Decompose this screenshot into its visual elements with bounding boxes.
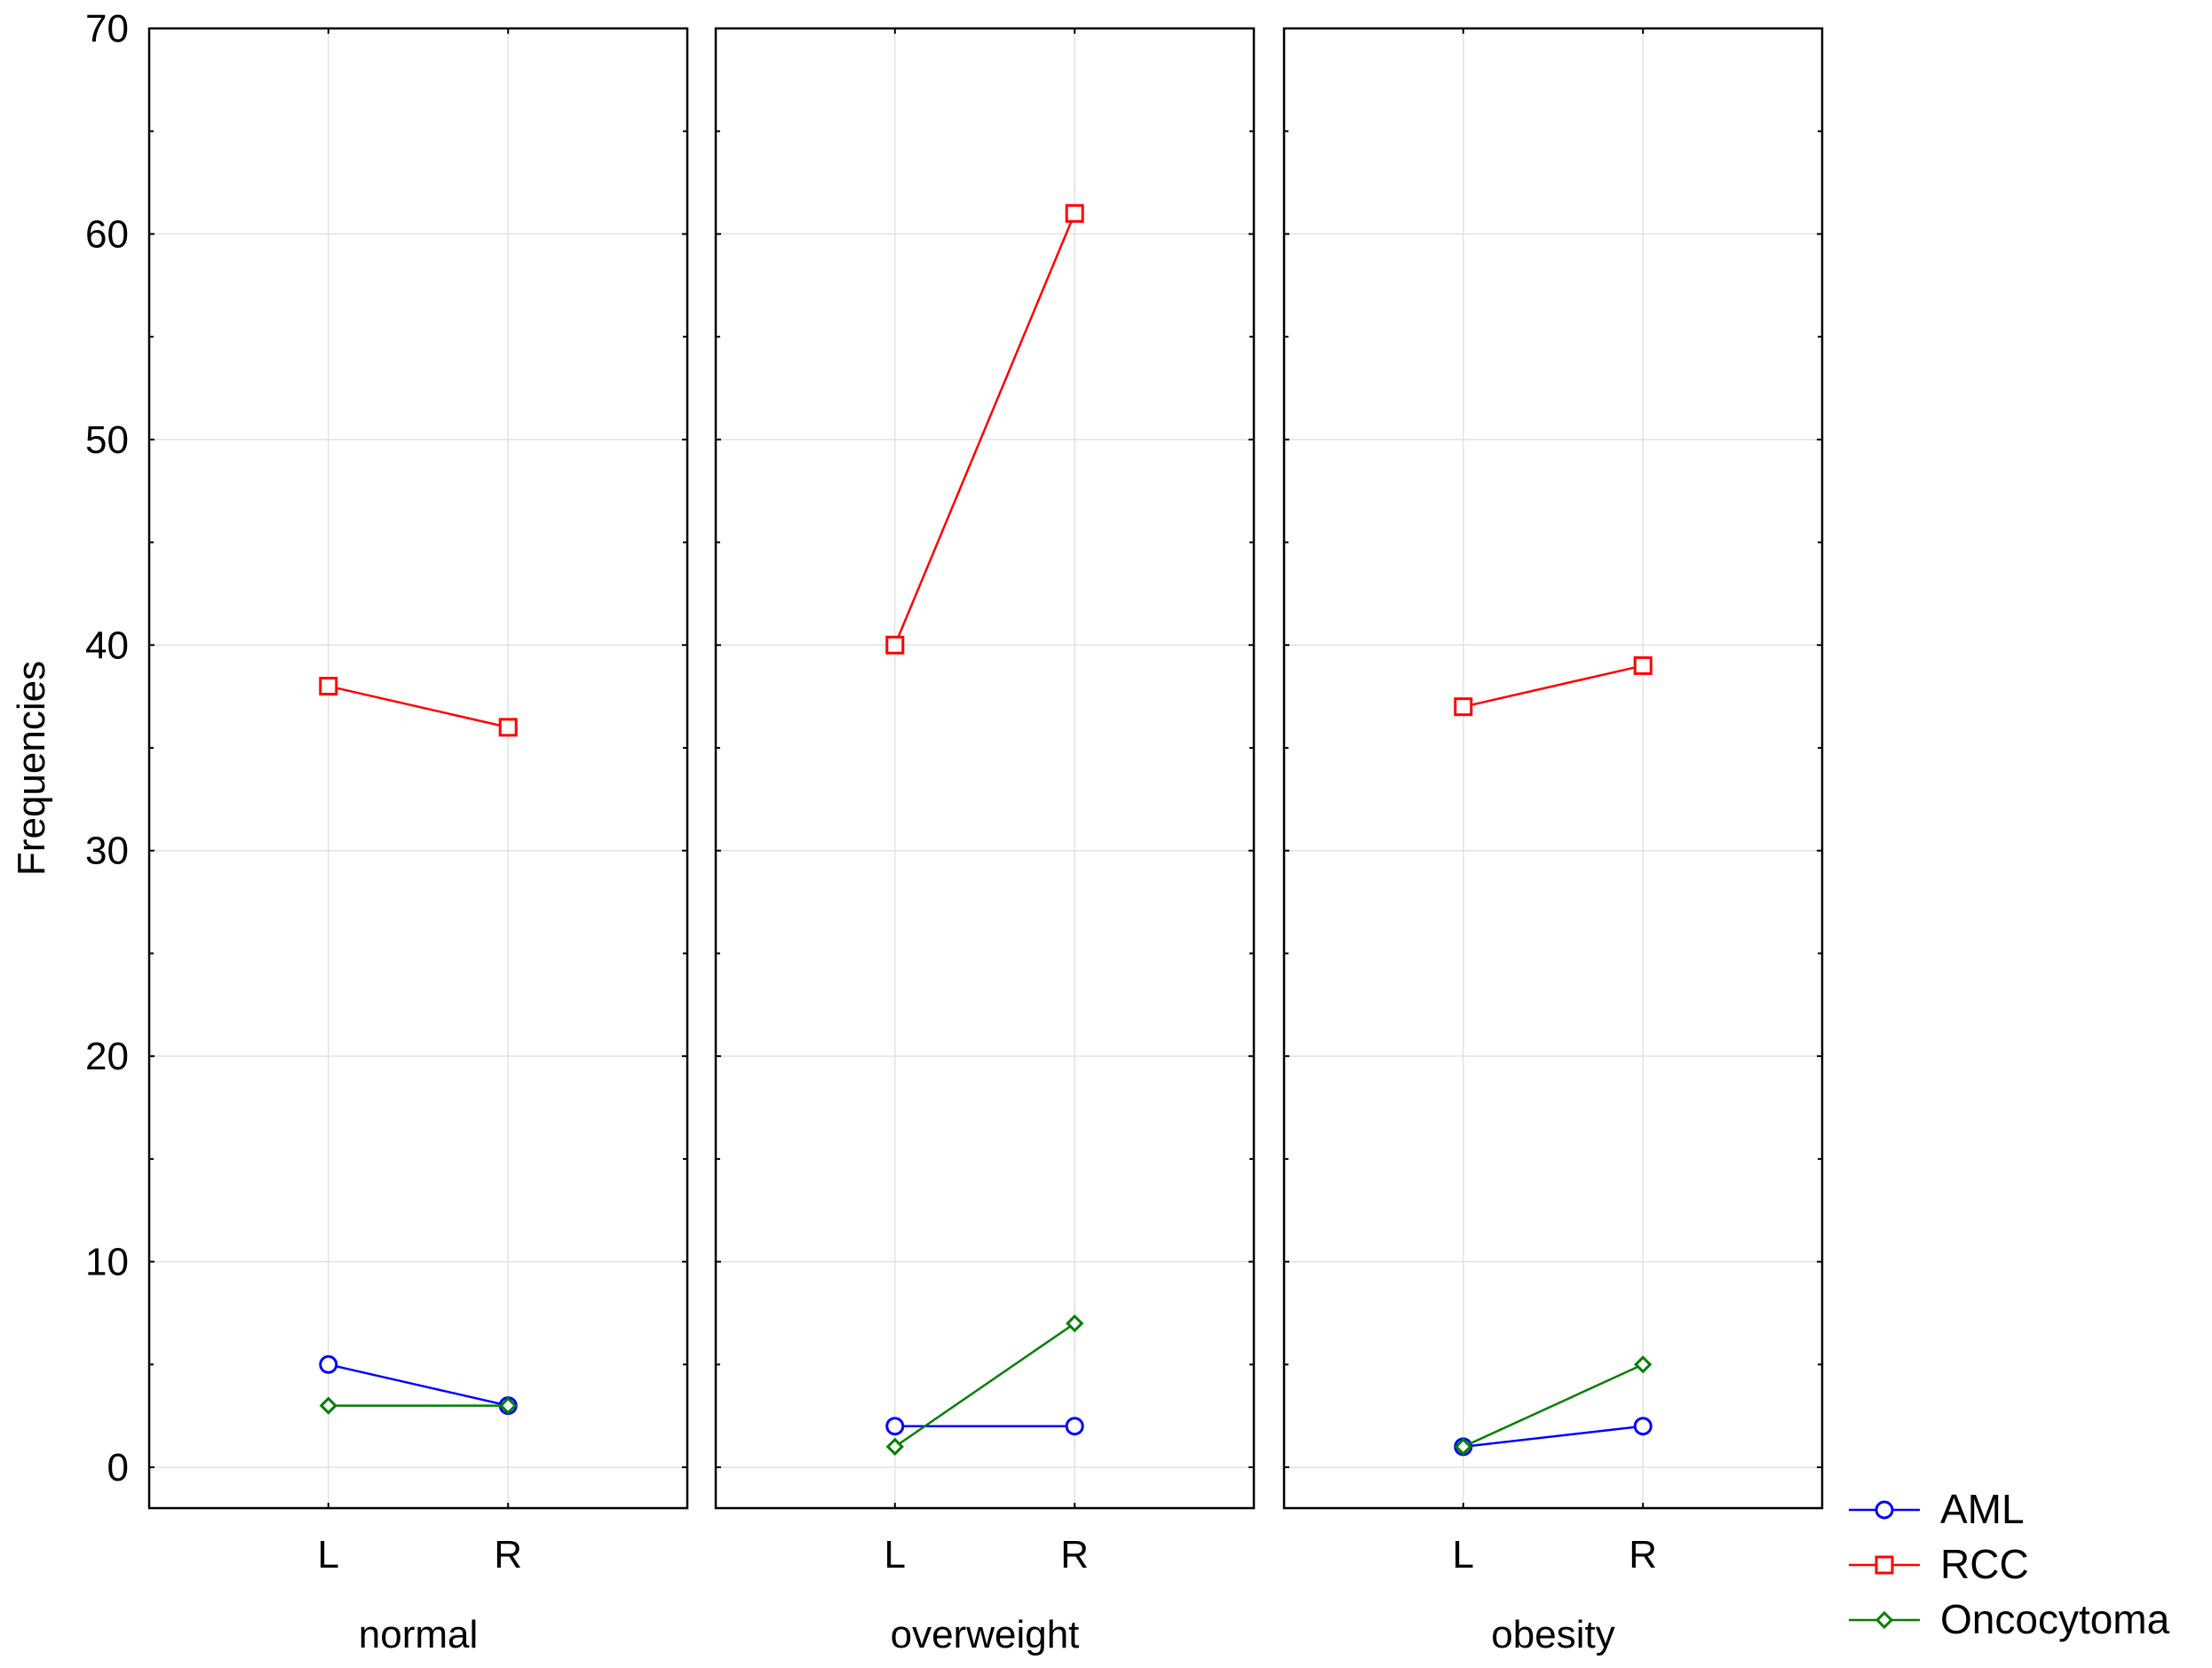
x-tick-label: L <box>318 1533 339 1577</box>
panel-group-label: normal <box>359 1613 479 1656</box>
series-line-oncocytoma <box>1463 1363 1644 1448</box>
series-line-rcc <box>1463 664 1644 708</box>
panel-group-label: overweight <box>891 1613 1080 1656</box>
series-layer <box>319 203 1653 1457</box>
panel-frame <box>1282 27 1824 1510</box>
series-line-rcc <box>328 685 509 729</box>
x-tick-label: L <box>1453 1533 1474 1577</box>
data-point-oncocytoma <box>1454 1437 1472 1456</box>
data-point-rcc <box>1454 697 1473 717</box>
series-line-oncocytoma <box>894 1322 1075 1448</box>
data-point-oncocytoma <box>499 1396 518 1415</box>
legend-label-oncocytoma: Oncocytoma <box>1940 1596 2170 1642</box>
legend-marker-oncocytoma <box>1875 1610 1894 1630</box>
data-point-aml <box>885 1417 905 1436</box>
data-point-aml <box>1065 1417 1084 1436</box>
y-tick-label: 40 <box>85 624 129 667</box>
data-point-aml <box>319 1354 338 1374</box>
data-point-rcc <box>1633 655 1653 675</box>
panel-layer <box>147 27 1824 1510</box>
grid-layer <box>149 28 1822 1508</box>
y-tick-label: 50 <box>85 418 129 462</box>
data-point-rcc <box>1065 203 1084 223</box>
x-tick-label: R <box>494 1533 522 1577</box>
data-point-rcc <box>498 718 518 737</box>
x-tick-label: L <box>884 1533 906 1577</box>
legend-marker-rcc <box>1875 1555 1894 1575</box>
y-tick-label: 10 <box>85 1241 129 1284</box>
y-tick-label: 70 <box>85 7 129 51</box>
x-tick-label: R <box>1629 1533 1657 1577</box>
series-line-rcc <box>893 212 1076 646</box>
series-line-aml <box>328 1363 509 1407</box>
y-tick-label: 60 <box>85 212 129 256</box>
y-tick-label: 30 <box>85 830 129 873</box>
panel-frame <box>714 27 1256 1510</box>
y-tick-label: 0 <box>107 1446 129 1489</box>
tick-layer <box>149 28 1822 1508</box>
data-point-oncocytoma <box>1066 1314 1084 1333</box>
x-tick-label: R <box>1060 1533 1089 1577</box>
y-axis-title: Frequencies <box>10 661 53 876</box>
panel-frame <box>147 27 689 1510</box>
legend-layer: AML RCC Oncocytoma <box>1849 1486 2170 1642</box>
legend-label-aml: AML <box>1940 1486 2025 1532</box>
data-point-rcc <box>885 635 905 655</box>
data-point-rcc <box>319 677 338 696</box>
data-point-oncocytoma <box>1634 1355 1653 1374</box>
series-line-aml <box>1463 1425 1644 1449</box>
data-point-oncocytoma <box>319 1396 337 1415</box>
legend-label-rcc: RCC <box>1940 1541 2029 1587</box>
panel-group-label: obesity <box>1491 1613 1614 1656</box>
legend-marker-aml <box>1875 1500 1894 1520</box>
data-point-oncocytoma <box>885 1437 904 1456</box>
y-tick-label: 20 <box>85 1035 129 1078</box>
data-point-aml <box>1633 1417 1653 1436</box>
